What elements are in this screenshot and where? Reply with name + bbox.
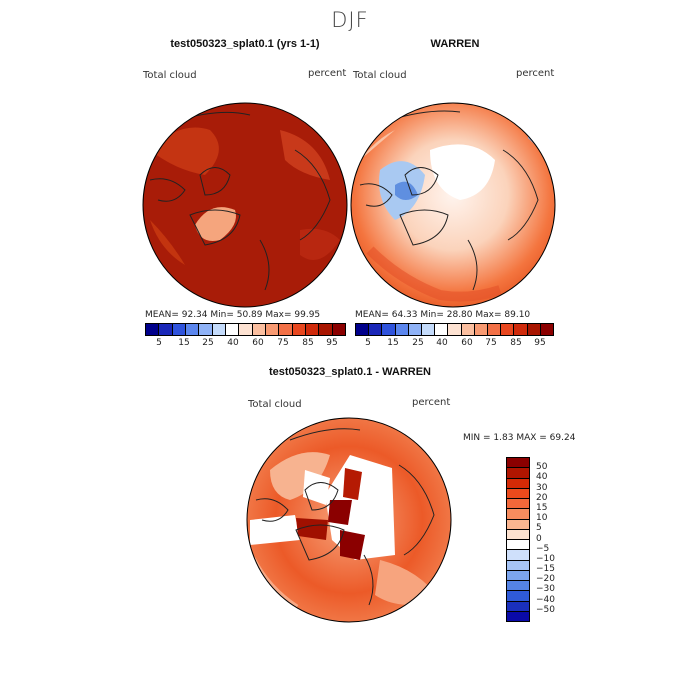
difference-variable: Total cloud bbox=[248, 399, 302, 410]
panel-2-variable: Total cloud bbox=[353, 70, 407, 81]
map-panel-2 bbox=[351, 103, 555, 307]
colorbar-cell bbox=[507, 570, 529, 581]
colorbar-cell bbox=[507, 550, 529, 561]
colorbar-1-tick: 95 bbox=[326, 338, 338, 348]
colorbar-1-tick: 75 bbox=[277, 338, 289, 348]
colorbar-2-tick: 60 bbox=[461, 338, 473, 348]
panel-1-stats: MEAN= 92.34 Min= 50.89 Max= 99.95 bbox=[145, 310, 321, 320]
colorbar-cell bbox=[252, 324, 266, 335]
colorbar-cell bbox=[239, 324, 253, 335]
colorbar-difference-tick: 30 bbox=[536, 482, 548, 493]
colorbar-cell bbox=[507, 468, 529, 479]
colorbar-cell bbox=[356, 324, 370, 335]
colorbar-cell bbox=[507, 529, 529, 540]
colorbar-cell bbox=[507, 478, 529, 489]
colorbar-difference-tick: 10 bbox=[536, 513, 548, 524]
colorbar-cell bbox=[422, 324, 436, 335]
colorbar-cell bbox=[507, 519, 529, 530]
colorbar-cell bbox=[225, 324, 240, 335]
colorbar-2-tick: 15 bbox=[387, 338, 399, 348]
colorbar-cell bbox=[488, 324, 502, 335]
colorbar-1-tick: 85 bbox=[302, 338, 314, 348]
colorbar-difference-tick: −20 bbox=[536, 574, 555, 585]
colorbar-difference-tick: 20 bbox=[536, 492, 548, 503]
colorbar-cell bbox=[408, 324, 423, 335]
panel-1-variable: Total cloud bbox=[143, 70, 197, 81]
colorbar-cell bbox=[501, 324, 515, 335]
colorbar-cell bbox=[395, 324, 409, 335]
colorbar-cell bbox=[474, 324, 489, 335]
colorbar-cell bbox=[199, 324, 213, 335]
colorbar-difference-tick: −15 bbox=[536, 564, 555, 575]
colorbar-difference-tick: −5 bbox=[536, 543, 550, 554]
colorbar-1-tick: 40 bbox=[227, 338, 239, 348]
map-panel-1 bbox=[143, 103, 347, 307]
colorbar-difference-tick: −50 bbox=[536, 604, 555, 615]
colorbar-cell bbox=[292, 324, 306, 335]
colorbar-cell bbox=[507, 601, 529, 612]
colorbar-cell bbox=[507, 488, 529, 499]
colorbar-cell bbox=[185, 324, 200, 335]
colorbar-difference-tick: −10 bbox=[536, 553, 555, 564]
panel-2-units: percent bbox=[516, 68, 555, 79]
colorbar-2-tick: 75 bbox=[485, 338, 497, 348]
colorbar-2-tick: 5 bbox=[365, 338, 371, 348]
colorbar-2-tick: 85 bbox=[510, 338, 522, 348]
colorbar-cell bbox=[265, 324, 280, 335]
colorbar-cell bbox=[507, 611, 529, 621]
colorbar-difference-tick: 0 bbox=[536, 533, 542, 544]
panel-1-units: percent bbox=[308, 68, 347, 79]
colorbar-cell bbox=[461, 324, 475, 335]
colorbar-cell bbox=[507, 499, 529, 510]
colorbar-panel-1 bbox=[145, 323, 346, 336]
colorbar-cell bbox=[540, 324, 554, 335]
colorbar-cell bbox=[146, 324, 160, 335]
colorbar-difference-tick: −40 bbox=[536, 594, 555, 605]
colorbar-1-tick: 5 bbox=[156, 338, 162, 348]
colorbar-cell bbox=[435, 324, 449, 335]
colorbar-cell bbox=[507, 581, 529, 592]
difference-title: test050323_splat0.1 - WARREN bbox=[268, 366, 431, 378]
colorbar-2-tick: 95 bbox=[534, 338, 546, 348]
colorbar-difference-tick: 50 bbox=[536, 462, 548, 473]
colorbar-difference-tick: −30 bbox=[536, 584, 555, 595]
colorbar-cell bbox=[159, 324, 173, 335]
colorbar-cell bbox=[514, 324, 528, 335]
colorbar-cell bbox=[527, 324, 541, 335]
colorbar-cell bbox=[382, 324, 396, 335]
colorbar-panel-2 bbox=[355, 323, 554, 336]
colorbar-cell bbox=[332, 324, 345, 335]
difference-units: percent bbox=[412, 397, 451, 408]
colorbar-difference-tick: 40 bbox=[536, 472, 548, 483]
colorbar-difference-tick: 5 bbox=[536, 523, 542, 534]
colorbar-cell bbox=[369, 324, 383, 335]
colorbar-cell bbox=[507, 560, 529, 571]
map-difference bbox=[247, 418, 451, 622]
panel-2-stats: MEAN= 64.33 Min= 28.80 Max= 89.10 bbox=[355, 310, 531, 320]
colorbar-cell bbox=[279, 324, 293, 335]
colorbar-2-tick: 25 bbox=[412, 338, 424, 348]
colorbar-1-tick: 15 bbox=[178, 338, 190, 348]
colorbar-difference bbox=[506, 457, 530, 622]
colorbar-cell bbox=[319, 324, 333, 335]
colorbar-cell bbox=[305, 324, 320, 335]
colorbar-cell bbox=[507, 509, 529, 520]
colorbar-cell bbox=[172, 324, 186, 335]
figure-title: DJF bbox=[331, 8, 369, 32]
colorbar-1-tick: 60 bbox=[252, 338, 264, 348]
colorbar-cell bbox=[212, 324, 226, 335]
panel-1-title: test050323_splat0.1 (yrs 1-1) bbox=[170, 38, 320, 50]
colorbar-2-tick: 40 bbox=[436, 338, 448, 348]
colorbar-cell bbox=[507, 458, 529, 469]
colorbar-1-tick: 25 bbox=[202, 338, 214, 348]
difference-stats: MIN = 1.83 MAX = 69.24 bbox=[463, 433, 576, 443]
panel-2-title: WARREN bbox=[430, 38, 480, 50]
colorbar-difference-tick: 15 bbox=[536, 502, 548, 513]
colorbar-cell bbox=[448, 324, 462, 335]
colorbar-cell bbox=[507, 591, 529, 602]
colorbar-cell bbox=[507, 540, 529, 551]
